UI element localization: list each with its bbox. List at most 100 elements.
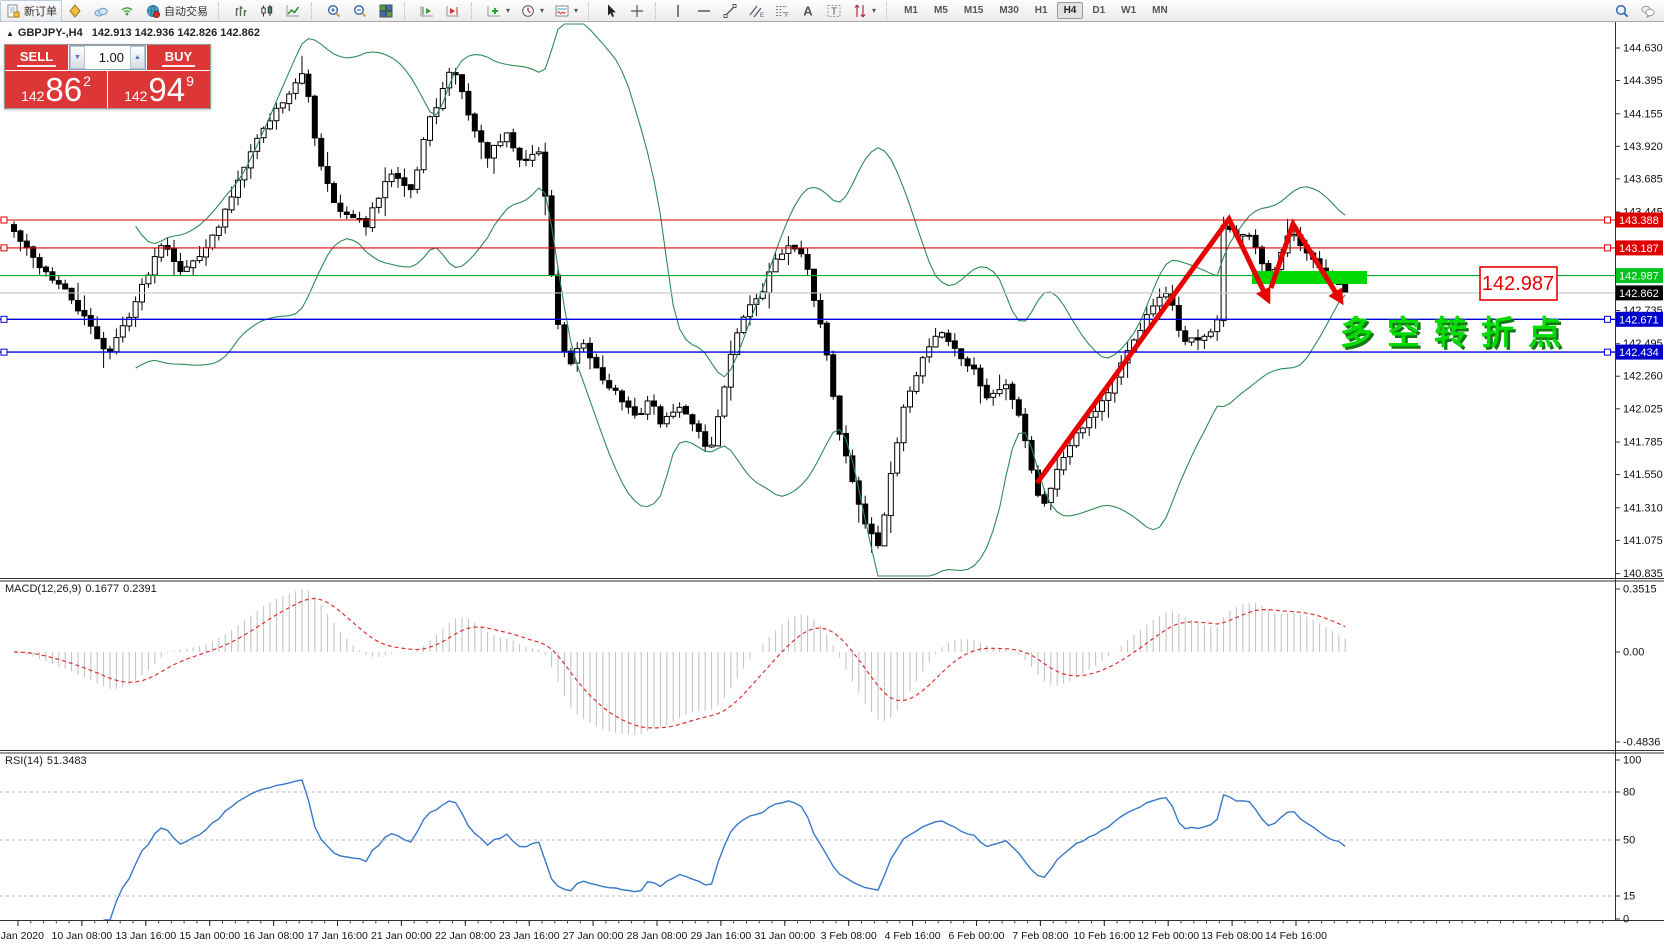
chat-icon[interactable] [1640,3,1656,19]
timeframe-m15-button[interactable]: M15 [963,5,984,16]
candle [510,132,517,149]
trendline-button[interactable] [717,0,743,22]
candle [113,337,120,353]
toolbar-separator [886,2,894,19]
price-callout-box[interactable] [1479,266,1558,301]
timeframe-h1-button[interactable]: H1 [1034,5,1048,16]
fibonacci-button[interactable]: F [769,0,795,22]
new-order-button[interactable]: 新订单 [0,0,62,22]
indicators-dropdown-icon[interactable]: ▾ [506,6,511,15]
line-anchor-square[interactable] [1604,216,1611,224]
templates-dropdown-icon[interactable]: ▾ [574,6,579,15]
zoom-in-button[interactable] [321,0,347,22]
crosshair-button[interactable] [624,0,650,22]
candle [331,183,337,204]
candle [887,473,894,517]
auto-trading-button[interactable]: 自动交易 [140,0,213,22]
buy-button[interactable]: BUY [147,45,210,70]
time-tick-label: 15 Jan 00:00 [179,930,240,942]
timeframe-m30-button[interactable]: M30 [999,5,1019,16]
text-label-button[interactable]: T [821,0,847,22]
zoom-out-button[interactable] [347,0,373,22]
candle [62,283,69,290]
line-anchor-square[interactable] [0,216,8,224]
market-cloud-button[interactable] [88,0,114,22]
volume-increase-button[interactable]: ▲ [130,46,145,69]
buy-price[interactable]: 142 94 9 [108,71,210,108]
trend-arrow[interactable] [1034,214,1271,485]
line-anchor-square[interactable] [0,315,8,323]
line-chart-button[interactable] [280,0,306,22]
volume-decrease-button[interactable]: ▼ [70,46,85,69]
sell-button[interactable]: SELL [5,45,68,70]
candlestick-chart-button[interactable] [254,0,280,22]
candle [670,411,677,417]
arrows-dropdown-icon[interactable]: ▾ [872,6,877,15]
indicators-button[interactable]: ▾ [481,0,515,22]
toolbar-group [598,0,650,22]
chart-shift-button[interactable] [440,0,466,22]
toolbar-group: E F A T ▾ [665,0,881,22]
new-order-icon [5,3,21,19]
equidistant-channel-icon: E [748,3,764,19]
templates-button[interactable]: ▾ [549,0,583,22]
price-tick-label: 140.835 [1623,568,1663,580]
candle [1252,234,1259,249]
timeframe-d1-button[interactable]: D1 [1092,5,1106,16]
signals-icon [119,3,135,19]
indicators-icon [486,3,502,19]
candle [171,248,177,263]
periods-dropdown-icon[interactable]: ▾ [540,6,545,15]
candle [804,254,811,270]
candle [945,332,952,343]
text-button[interactable]: A [795,0,821,22]
vertical-line-button[interactable] [665,0,691,22]
candle [855,480,862,505]
candle [484,142,491,159]
candle [785,245,792,255]
chart-title: ▲ GBPJPY-,H4 142.913 142.936 142.826 142.… [6,27,260,39]
auto-scroll-button[interactable] [414,0,440,22]
price-axis[interactable]: 144.630144.395144.155143.920143.685143.4… [1615,43,1663,926]
sell-price[interactable]: 142 86 2 [5,71,107,108]
turning-point-label[interactable]: 多空转折点 [1340,314,1575,351]
package-button[interactable] [62,0,88,22]
timeframe-m5-button[interactable]: M5 [933,5,948,16]
periods-button[interactable]: ▾ [515,0,549,22]
timeframe-w1-button[interactable]: W1 [1121,5,1137,16]
vertical-line-icon [670,3,686,19]
line-anchor-square[interactable] [1604,348,1611,356]
toolbar-group [228,0,306,22]
candle [1150,305,1157,315]
collapse-panel-icon[interactable]: ▲ [6,29,14,38]
candle [932,335,939,348]
time-tick-label: 31 Jan 00:00 [754,930,815,942]
candle [1259,246,1265,265]
bar-chart-button[interactable] [228,0,254,22]
timeframe-h4-button[interactable]: H4 [1056,2,1084,19]
candle [94,326,101,340]
volume-stepper[interactable]: ▼ 1.00 ▲ [69,45,146,70]
candle [1054,468,1061,490]
support-zone-bar[interactable] [1252,271,1367,284]
candle [651,400,657,407]
timeframe-mn-button[interactable]: MN [1152,5,1168,16]
price-chart[interactable]: 142.987多空转折点多空转折点144.630144.395144.15514… [0,22,1664,948]
search-icon[interactable] [1614,3,1630,19]
line-anchor-square[interactable] [1604,315,1611,323]
cursor-button[interactable] [598,0,624,22]
horizontal-line-button[interactable] [691,0,717,22]
line-anchor-square[interactable] [1604,244,1611,252]
arrows-button[interactable]: ▾ [847,0,881,22]
signals-button[interactable] [114,0,140,22]
tile-windows-button[interactable] [373,0,399,22]
volume-value[interactable]: 1.00 [98,50,124,65]
trend-arrow-second[interactable] [1268,218,1344,306]
line-anchor-square[interactable] [0,348,8,356]
candle [267,120,273,130]
equidistant-channel-button[interactable]: E [743,0,769,22]
candle [702,431,709,447]
line-anchor-square[interactable] [0,244,8,252]
timeframe-m1-button[interactable]: M1 [904,5,918,16]
